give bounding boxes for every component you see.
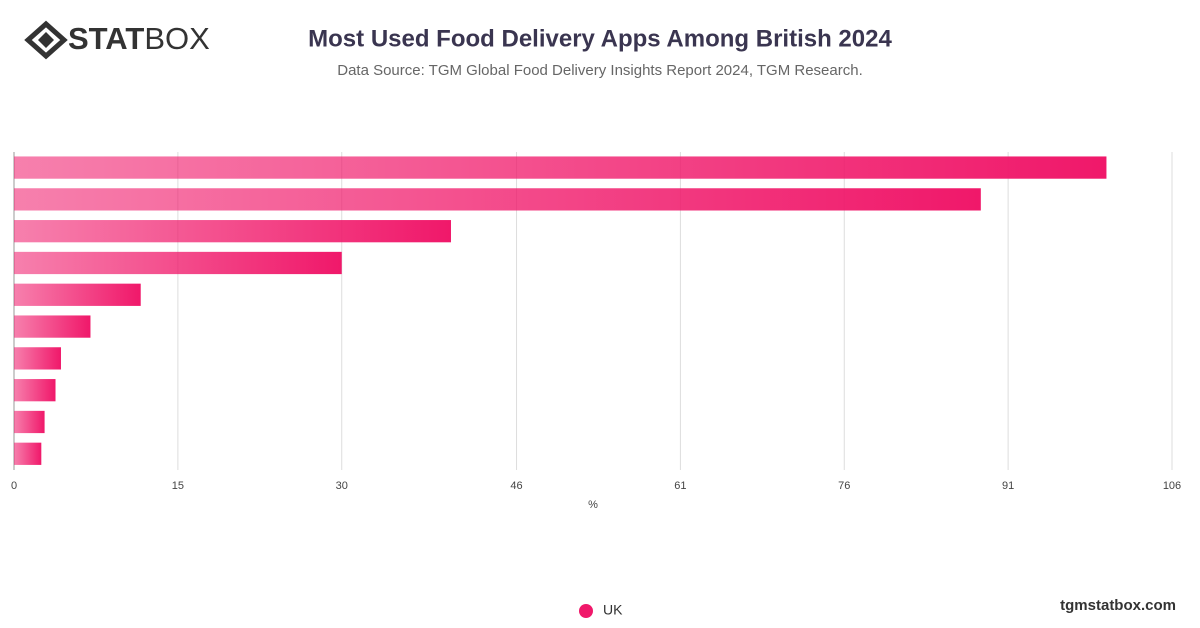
logo-bold: STAT	[68, 21, 144, 56]
x-axis-label: %	[588, 499, 598, 511]
x-tick-label: 61	[674, 480, 686, 492]
bar	[14, 156, 1107, 179]
bar	[14, 379, 56, 402]
footer: tgmstatbox.com	[1060, 597, 1176, 614]
bar	[14, 188, 981, 211]
x-tick-label: 76	[838, 480, 850, 492]
legend-marker	[579, 604, 593, 618]
x-tick-label: 15	[172, 480, 184, 492]
bar	[14, 283, 141, 306]
bar	[14, 251, 342, 275]
logo: STATBOX	[24, 20, 210, 60]
x-tick-label: 0	[11, 480, 17, 492]
bar	[14, 220, 451, 243]
x-tick-label: 30	[336, 480, 348, 492]
x-tick-label: 106	[1163, 480, 1181, 492]
bar	[14, 315, 91, 338]
bar	[14, 347, 61, 370]
logo-icon	[24, 20, 68, 60]
legend-label: UK	[603, 602, 623, 618]
bar	[14, 410, 45, 434]
bar	[14, 442, 42, 465]
chart-subtitle: Data Source: TGM Global Food Delivery In…	[337, 62, 863, 79]
x-tick-label: 91	[1002, 480, 1014, 492]
logo-text: STATBOX	[68, 21, 210, 56]
chart-title: Most Used Food Delivery Apps Among Briti…	[308, 25, 892, 52]
logo-icon-inner	[38, 32, 54, 48]
x-tick-label: 46	[510, 480, 522, 492]
logo-light: BOX	[144, 21, 210, 56]
